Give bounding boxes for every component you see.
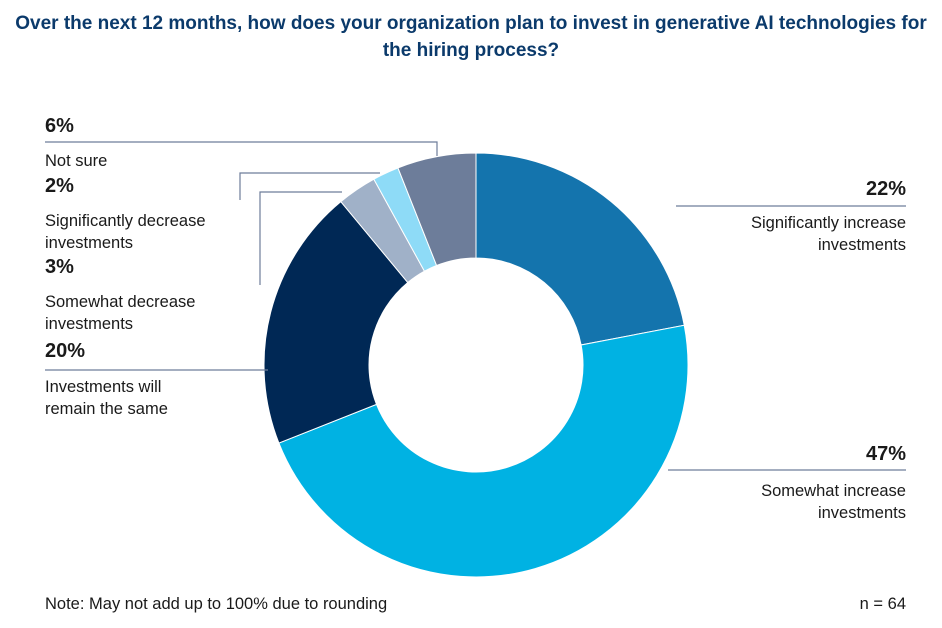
label-value-same: 20% bbox=[45, 340, 86, 362]
label-sig-decrease: Significantly decrease investments bbox=[45, 212, 206, 252]
label-value-some-increase: 47% bbox=[865, 443, 906, 465]
slice-not-sure bbox=[397, 152, 477, 267]
leader-some-decrease bbox=[259, 191, 342, 285]
label-value-sig-increase: 22% bbox=[865, 178, 906, 200]
label-not-sure: Not sure bbox=[45, 152, 108, 170]
label-value-sig-decrease: 2% bbox=[45, 175, 74, 197]
leader-not-sure bbox=[45, 141, 438, 156]
label-sig-increase: Significantly increase investments bbox=[751, 214, 906, 254]
label-value-some-decrease: 3% bbox=[45, 256, 74, 278]
sample-size: n = 64 bbox=[859, 595, 906, 613]
note: Note: May not add up to 100% due to roun… bbox=[45, 595, 388, 613]
label-same: Investments will remain the same bbox=[45, 378, 168, 418]
slice-somewhat-increase-investments bbox=[278, 324, 689, 578]
label-some-increase: Somewhat increase investments bbox=[761, 482, 906, 522]
leader-sig-decrease bbox=[239, 172, 380, 200]
leader-lines bbox=[45, 141, 906, 471]
slice-investments-will-remain-the-same bbox=[263, 200, 409, 444]
label-some-decrease: Somewhat decrease investments bbox=[45, 293, 196, 333]
slice-significantly-increase-investments bbox=[475, 152, 685, 346]
label-value-not-sure: 6% bbox=[45, 115, 74, 137]
chart-title: Over the next 12 months, how does your o… bbox=[15, 13, 927, 61]
